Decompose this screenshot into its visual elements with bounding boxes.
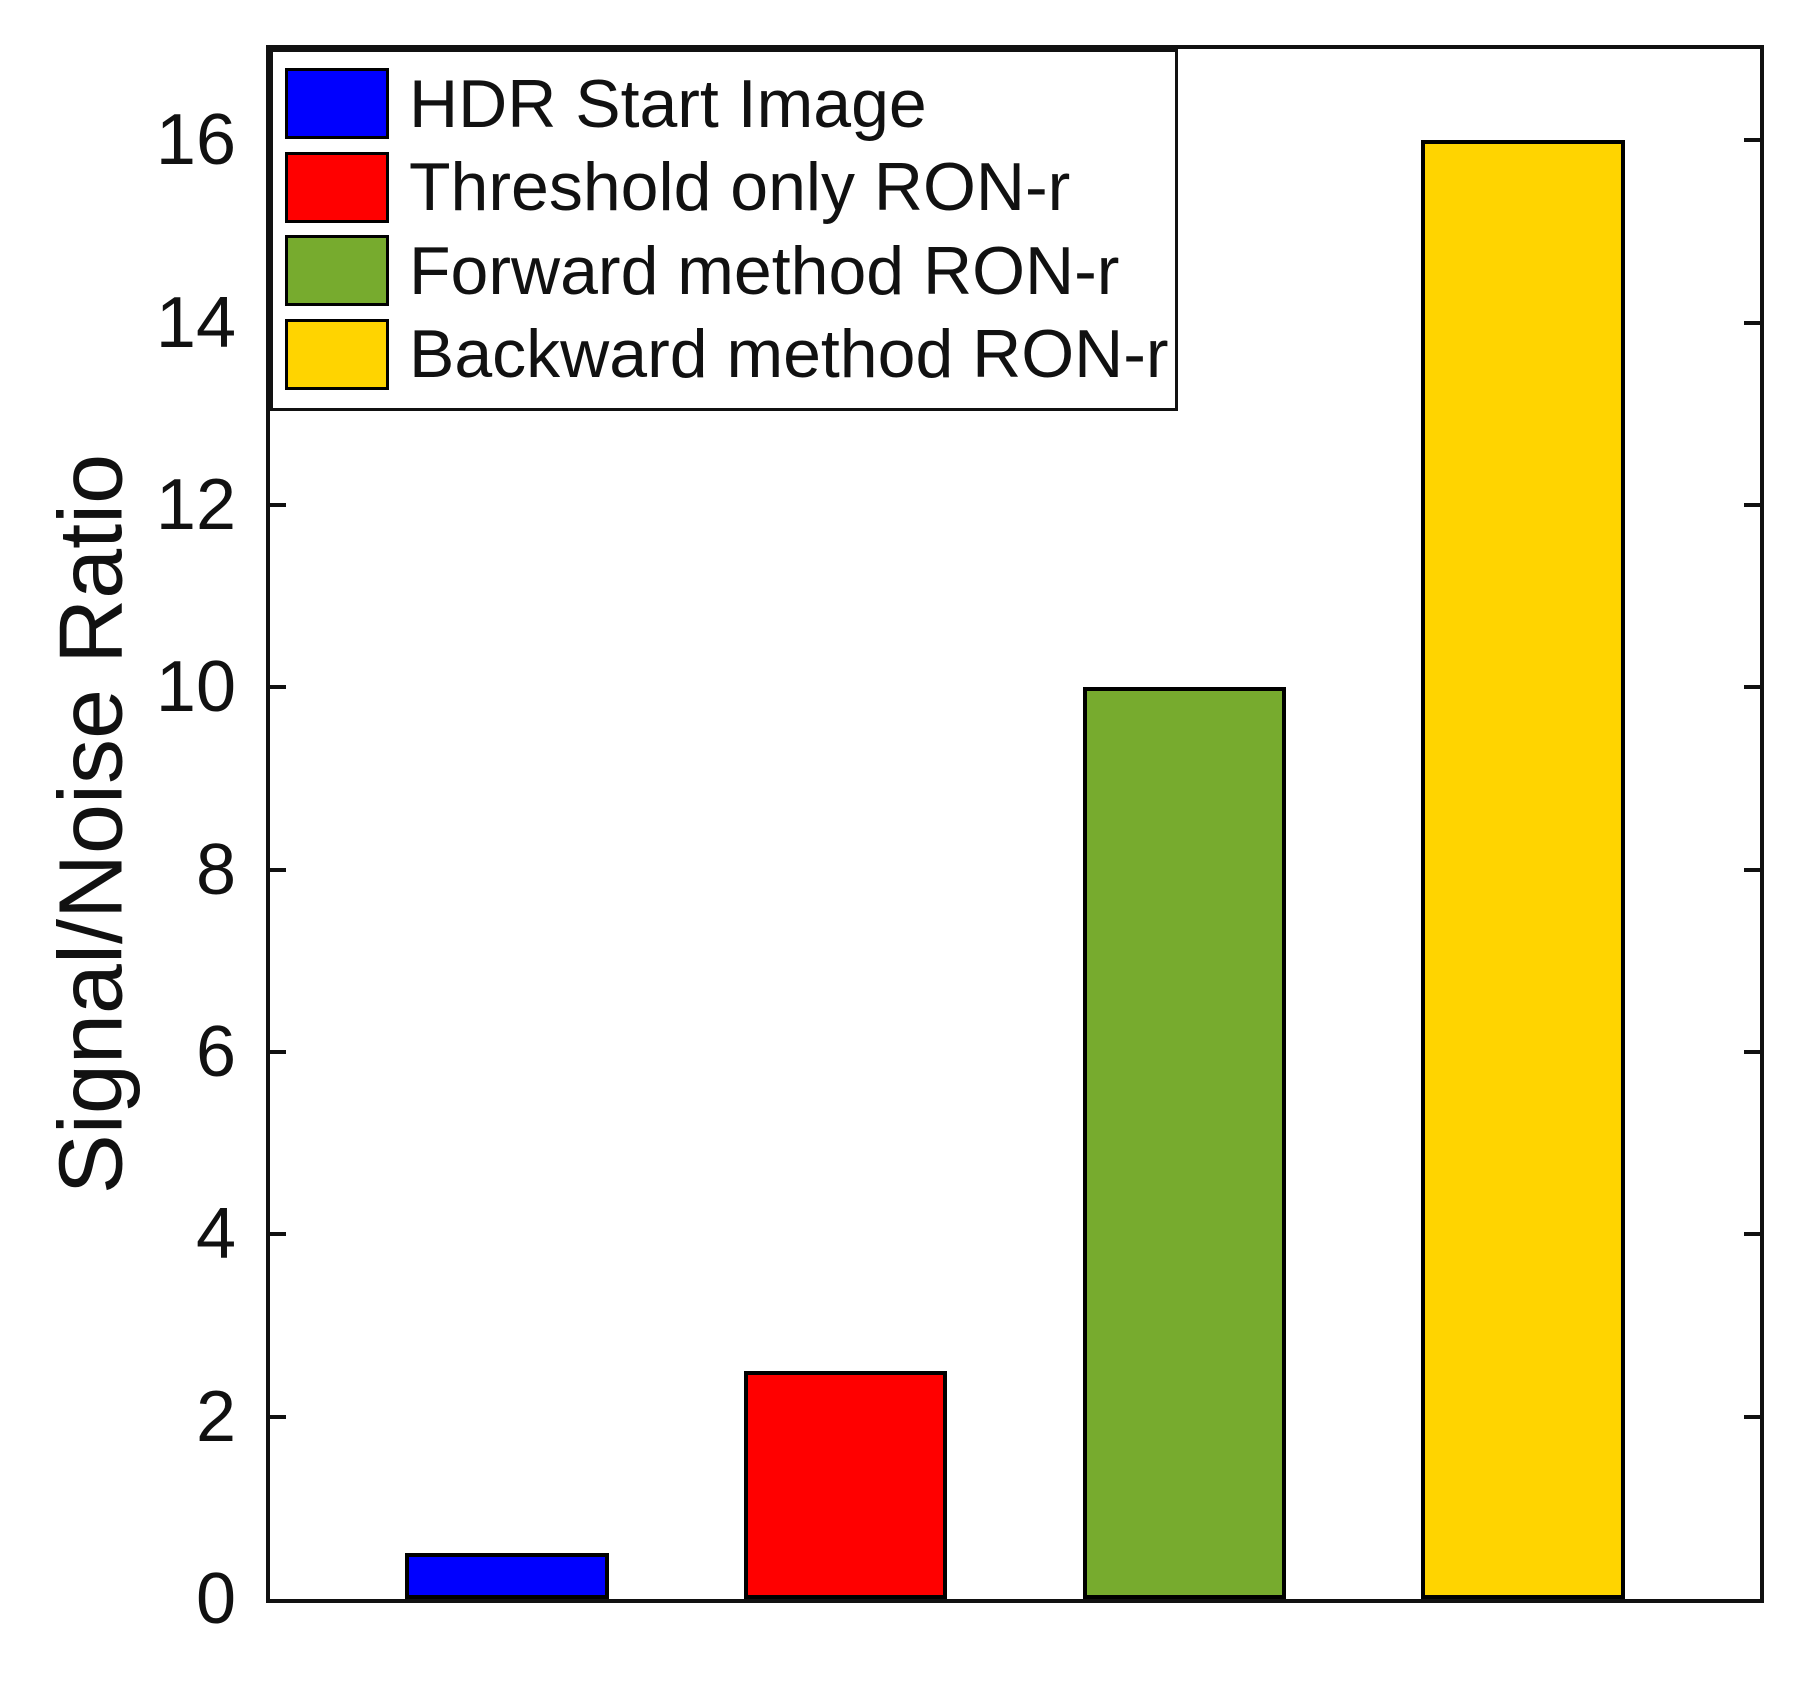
- y-tick-label: 12: [155, 464, 236, 545]
- bar-2: [744, 1371, 948, 1599]
- y-tick-right: [1744, 1049, 1760, 1054]
- legend-label: HDR Start Image: [409, 65, 927, 142]
- y-tick-left: [270, 1049, 286, 1054]
- y-tick-label: 2: [195, 1376, 236, 1457]
- legend-row-2: Threshold only RON-r: [285, 146, 1175, 230]
- legend-swatch: [285, 68, 389, 140]
- legend-swatch: [285, 151, 389, 223]
- bar-1: [405, 1553, 609, 1599]
- bar-3: [1082, 687, 1286, 1599]
- y-tick-right: [1744, 502, 1760, 507]
- legend-label: Forward method RON-r: [409, 232, 1120, 309]
- y-tick-right: [1744, 138, 1760, 143]
- y-tick-left: [270, 685, 286, 690]
- y-tick-left: [270, 1232, 286, 1237]
- legend: HDR Start Image Threshold only RON-r Forwa…: [270, 49, 1178, 411]
- y-tick-right: [1744, 1232, 1760, 1237]
- y-tick-label: 14: [155, 282, 236, 363]
- y-tick-label: 0: [195, 1559, 236, 1639]
- y-tick-label: 4: [195, 1194, 236, 1275]
- legend-label: Threshold only RON-r: [409, 149, 1071, 226]
- y-tick-right: [1744, 1414, 1760, 1419]
- y-tick-left: [270, 1414, 286, 1419]
- y-tick-left: [270, 502, 286, 507]
- y-tick-right: [1744, 320, 1760, 325]
- y-tick-label: 16: [155, 100, 236, 181]
- plot-area: HDR Start Image Threshold only RON-r Forwa…: [266, 45, 1764, 1603]
- legend-swatch: [285, 235, 389, 307]
- legend-row-4: Backward method RON-r: [285, 313, 1175, 397]
- y-tick-right: [1744, 685, 1760, 690]
- legend-label: Backward method RON-r: [409, 316, 1169, 393]
- y-tick-label: 10: [155, 647, 236, 728]
- legend-swatch: [285, 318, 389, 390]
- legend-row-3: Forward method RON-r: [285, 229, 1175, 313]
- y-tick-left: [270, 867, 286, 872]
- y-tick-label: 8: [195, 829, 236, 910]
- y-tick-right: [1744, 867, 1760, 872]
- y-tick-label: 6: [195, 1011, 236, 1092]
- legend-row-1: HDR Start Image: [285, 62, 1175, 146]
- bar-4: [1421, 140, 1625, 1599]
